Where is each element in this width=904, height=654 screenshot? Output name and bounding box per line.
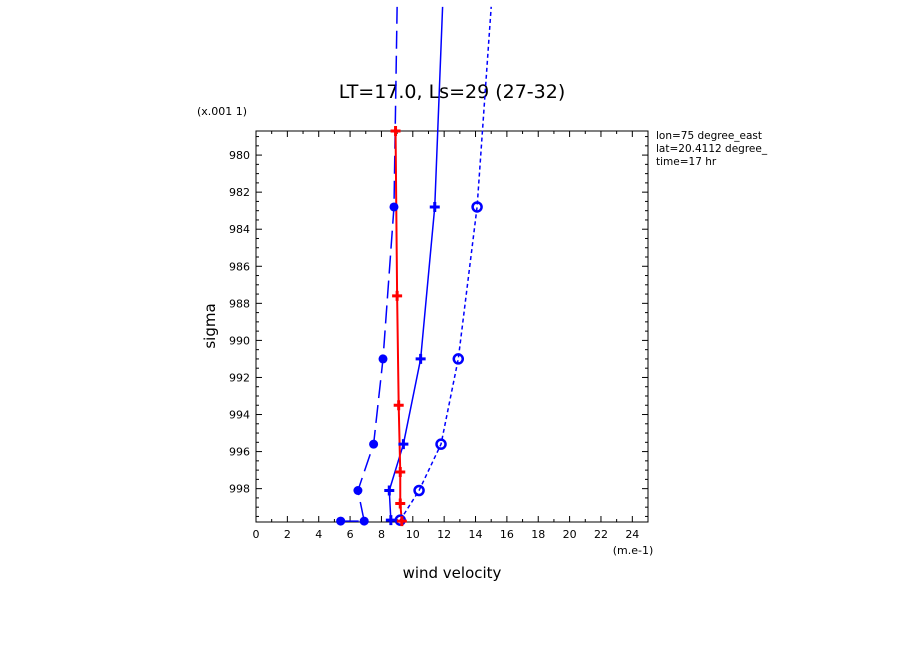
y-tick-label: 984 [229, 223, 250, 236]
y-tick-label: 982 [229, 186, 250, 199]
x-unit-label: (m.e-1) [613, 544, 654, 557]
x-tick-label: 16 [500, 528, 514, 541]
y-tick-label: 990 [229, 334, 250, 347]
data-point [384, 485, 395, 496]
y-tick-label: 980 [229, 149, 250, 162]
data-point [392, 290, 403, 301]
x-tick-label: 8 [378, 528, 385, 541]
data-point [396, 516, 407, 527]
plot-frame [255, 130, 649, 523]
data-point [429, 201, 440, 212]
x-tick-label: 0 [253, 528, 260, 541]
y-axis-label: sigma [201, 303, 219, 348]
data-point [452, 353, 465, 365]
data-point [398, 439, 409, 450]
data-point [413, 484, 425, 497]
x-tick-label: 4 [315, 528, 322, 541]
data-point [393, 400, 404, 411]
chart-title: LT=17.0, Ls=29 (27-32) [339, 81, 566, 103]
series-line-3 [394, 130, 403, 522]
annotation-lat: lat=20.4112 degree_ [656, 143, 768, 155]
data-point [385, 515, 396, 526]
x-tick-label: 22 [594, 528, 608, 541]
y-tick-label: 992 [229, 371, 250, 384]
x-tick-label: 12 [437, 528, 451, 541]
axes-layer: 0 2 4 6 8 10 12 14 16 18 20 22 249809829849869889909… [229, 130, 649, 541]
data-point [359, 516, 369, 526]
y-unit-label: (x.001 1) [197, 105, 247, 118]
annotation-lon: lon=75 degree_east [656, 130, 762, 142]
annotation-time: time=17 hr [656, 156, 717, 168]
data-point [336, 516, 346, 526]
x-tick-label: 24 [625, 528, 639, 541]
y-tick-label: 988 [229, 297, 250, 310]
y-tick-label: 996 [229, 446, 250, 459]
y-tick-label: 986 [229, 260, 250, 273]
data-point [395, 466, 406, 477]
data-point [435, 438, 447, 450]
series-line-2 [399, 6, 492, 521]
x-tick-label: 18 [531, 528, 545, 541]
data-point [471, 201, 483, 213]
x-tick-label: 10 [406, 528, 420, 541]
marker-layer [336, 126, 483, 527]
x-tick-label: 14 [469, 528, 483, 541]
data-point [378, 354, 388, 364]
data-point [390, 126, 401, 136]
data-point [369, 439, 379, 449]
data-point [415, 353, 426, 364]
data-point [395, 498, 406, 509]
y-tick-label: 994 [229, 409, 250, 422]
x-tick-label: 20 [563, 528, 577, 541]
x-tick-label: 2 [284, 528, 291, 541]
x-axis-label: wind velocity [403, 564, 502, 582]
data-point [389, 202, 399, 212]
y-tick-label: 998 [229, 483, 250, 496]
x-tick-label: 6 [347, 528, 354, 541]
data-point [353, 485, 363, 495]
